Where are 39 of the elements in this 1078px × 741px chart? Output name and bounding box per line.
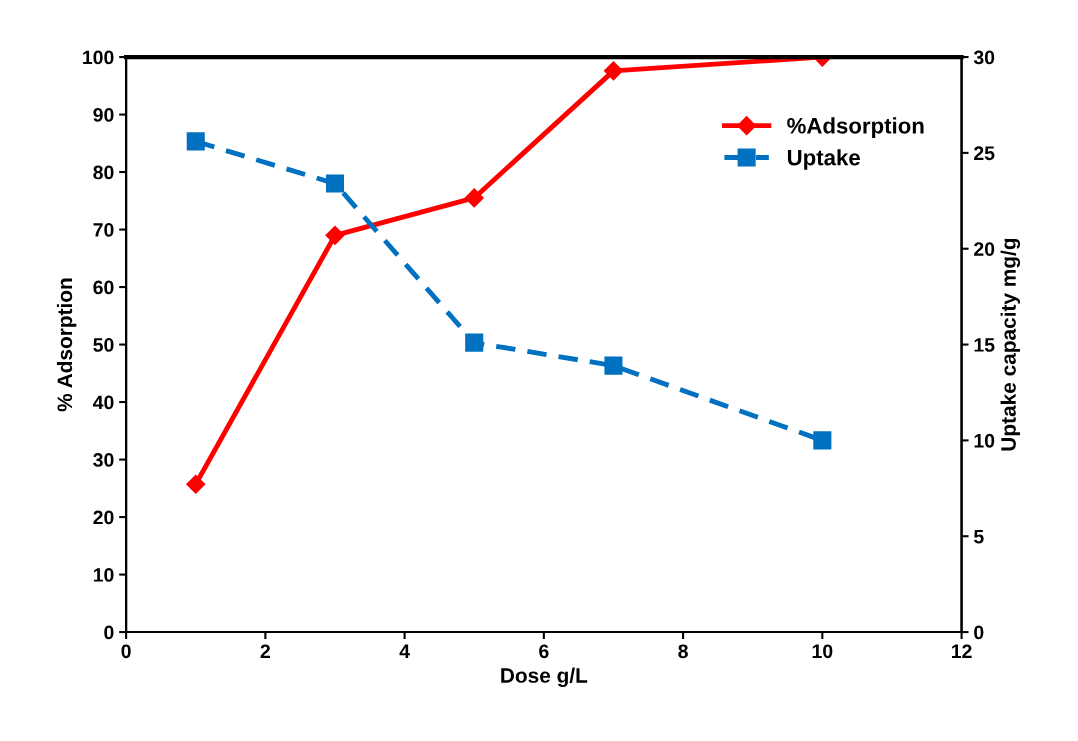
- x-tick-label: 2: [260, 644, 270, 658]
- y2-tick-label: 15: [974, 338, 995, 352]
- y-tick-label: 90: [93, 108, 114, 122]
- point: [813, 431, 832, 450]
- y-tick-label: 70: [93, 223, 114, 237]
- x-tick-label: 8: [678, 644, 688, 659]
- point: [325, 174, 345, 193]
- y2-axis-title: Uptake capacity mg/g: [1000, 238, 1021, 451]
- x-tick-label: 10: [812, 644, 833, 659]
- point: [325, 225, 345, 245]
- point: [464, 188, 484, 208]
- y-tick-label: 40: [92, 395, 114, 410]
- y-axis-title: % Adsorption: [56, 278, 77, 412]
- y-tick-label: 60: [93, 280, 114, 295]
- x-axis-title: Dose g/L: [501, 667, 588, 688]
- y-tick-label: 50: [93, 338, 114, 352]
- legend-label: %Adsorption: [787, 117, 924, 139]
- legend-label: Uptake: [787, 149, 860, 170]
- y2-tick-label: 25: [974, 146, 995, 161]
- point: [604, 356, 623, 375]
- y-tick-label: 0: [104, 625, 114, 640]
- x-tick-label: 12: [951, 644, 972, 658]
- y2-tick-label: 30: [973, 50, 995, 65]
- y2-tick-label: 5: [973, 529, 984, 544]
- y-tick-label: 20: [93, 510, 114, 525]
- point: [186, 474, 206, 494]
- point: [465, 333, 484, 352]
- point: [603, 61, 624, 81]
- y2-tick-label: 0: [974, 625, 984, 640]
- x-tick-label: 4: [399, 644, 410, 658]
- x-tick-label: 6: [539, 644, 549, 659]
- y2-tick-label: 10: [974, 433, 995, 448]
- y-tick-label: 30: [93, 453, 114, 467]
- y2-tick-label: 20: [974, 242, 995, 256]
- y-tick-label: 10: [93, 568, 114, 582]
- x-tick-label: 0: [121, 644, 131, 659]
- point: [186, 132, 205, 151]
- y-tick-label: 100: [83, 50, 114, 65]
- y-tick-label: 80: [93, 165, 114, 180]
